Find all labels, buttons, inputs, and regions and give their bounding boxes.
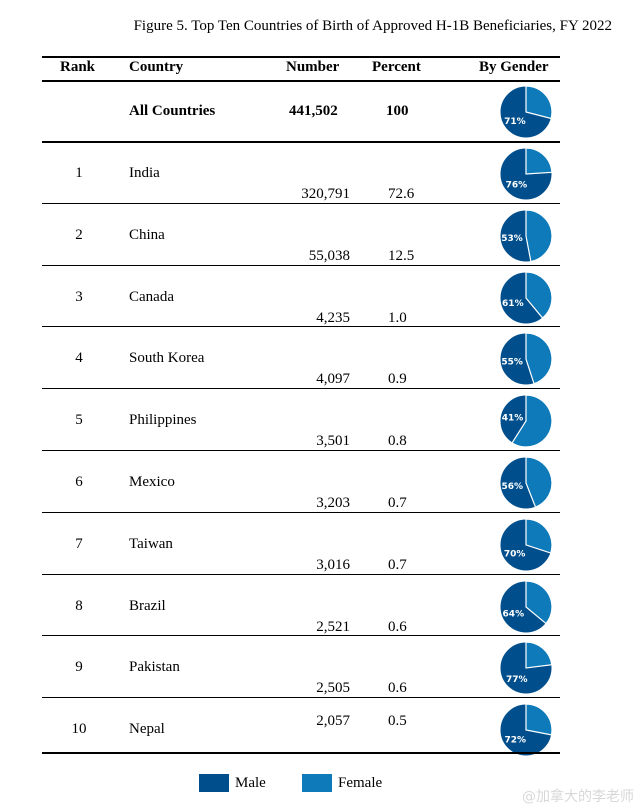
row-rule xyxy=(42,450,560,451)
row-rank: 6 xyxy=(75,474,83,490)
col-header-country: Country xyxy=(129,59,184,75)
header-top-rule xyxy=(42,56,560,58)
legend-swatch-male xyxy=(199,774,229,792)
pie-label-male: 77% xyxy=(506,675,528,685)
row-gender-pie: 61% xyxy=(499,270,553,325)
total-country: All Countries xyxy=(129,103,216,119)
pie-label-male: 61% xyxy=(502,299,524,309)
row-rule xyxy=(42,202,560,204)
row-rank: 7 xyxy=(75,535,83,552)
row-rank: 4 xyxy=(75,350,83,367)
legend-label-male: Male xyxy=(235,775,266,791)
pie-slice-female xyxy=(525,85,553,120)
row-gender-pie: 77% xyxy=(499,641,553,695)
row-rule xyxy=(42,573,560,575)
row-percent: 1.0 xyxy=(388,309,407,326)
row-number: 320,791 xyxy=(301,186,350,202)
row-percent: 0.7 xyxy=(388,556,407,573)
row-number: 4,097 xyxy=(316,371,350,388)
row-number: 3,016 xyxy=(316,556,350,573)
row-number: 2,505 xyxy=(316,680,350,697)
row-rank: 5 xyxy=(75,412,83,429)
col-header-by-gender: By Gender xyxy=(479,59,549,75)
row-rank: 9 xyxy=(75,659,83,676)
pie-label-male: 53% xyxy=(501,234,523,244)
row-gender-pie: 72% xyxy=(499,703,553,757)
row-percent: 12.5 xyxy=(388,247,415,264)
row-country: Taiwan xyxy=(129,535,173,552)
watermark: @加拿大的李老师 xyxy=(522,789,634,805)
row-gender-pie: 56% xyxy=(499,456,553,510)
row-percent: 0.6 xyxy=(388,618,407,635)
row-percent: 72.6 xyxy=(388,186,415,202)
row-country: India xyxy=(129,165,160,181)
pie-slice-female xyxy=(525,703,553,736)
row-country: Philippines xyxy=(129,412,197,429)
pie-label-male: 70% xyxy=(504,550,526,560)
row-number: 55,038 xyxy=(308,247,350,264)
row-country: Mexico xyxy=(129,474,175,490)
total-number: 441,502 xyxy=(289,103,338,119)
pie-label-male: 55% xyxy=(501,358,523,368)
pie-label-male: 72% xyxy=(504,736,526,746)
row-rule xyxy=(42,635,560,637)
row-rule xyxy=(42,326,560,328)
row-number: 3,501 xyxy=(316,433,350,450)
row-rank: 3 xyxy=(75,288,83,305)
row-number: 3,203 xyxy=(316,495,350,511)
total-gender-pie: 71% xyxy=(499,85,553,139)
row-number: 4,235 xyxy=(316,309,350,326)
row-gender-pie: 53% xyxy=(499,209,553,263)
row-country: Pakistan xyxy=(129,659,180,676)
row-number: 2,521 xyxy=(316,618,350,635)
row-country: South Korea xyxy=(129,350,205,367)
row-rule xyxy=(42,697,560,699)
legend: Male Female xyxy=(0,774,642,794)
total-percent: 100 xyxy=(386,103,409,119)
row-percent: 0.5 xyxy=(388,713,407,730)
row-percent: 0.9 xyxy=(388,371,407,388)
pie-label-male: 76% xyxy=(506,181,528,191)
row-country: Nepal xyxy=(129,721,165,738)
chart-title: Figure 5. Top Ten Countries of Birth of … xyxy=(133,18,612,34)
row-percent: 0.8 xyxy=(388,433,407,450)
row-rank: 1 xyxy=(75,165,83,181)
col-header-percent: Percent xyxy=(372,59,421,75)
col-header-number: Number xyxy=(286,59,340,75)
row-rank: 8 xyxy=(75,597,83,614)
pie-slice-female xyxy=(525,209,553,263)
row-gender-pie: 55% xyxy=(499,332,553,386)
row-rule xyxy=(42,264,560,266)
row-number: 2,057 xyxy=(316,713,350,730)
row-rank: 10 xyxy=(71,721,87,738)
row-country: Brazil xyxy=(129,597,166,614)
row-percent: 0.6 xyxy=(388,680,407,697)
pie-label-male: 71% xyxy=(504,117,526,127)
pie-label-male: 41% xyxy=(502,414,524,424)
row-rule xyxy=(42,388,560,390)
pie-label-male: 56% xyxy=(501,482,523,492)
row-country: China xyxy=(129,226,165,243)
col-header-rank: Rank xyxy=(60,59,96,75)
row-country: Canada xyxy=(129,288,174,305)
legend-swatch-female xyxy=(302,774,332,792)
row-gender-pie: 76% xyxy=(499,147,553,201)
row-gender-pie: 70% xyxy=(499,518,553,572)
pie-label-male: 64% xyxy=(503,609,525,619)
row-percent: 0.7 xyxy=(388,495,407,511)
row-gender-pie: 64% xyxy=(499,579,553,634)
legend-label-female: Female xyxy=(338,775,383,791)
row-rank: 2 xyxy=(75,226,83,243)
total-bottom-rule xyxy=(42,141,560,143)
row-rule xyxy=(42,511,560,513)
row-rule xyxy=(42,752,560,754)
row-gender-pie: 41% xyxy=(499,394,553,448)
header-bottom-rule xyxy=(42,80,560,82)
